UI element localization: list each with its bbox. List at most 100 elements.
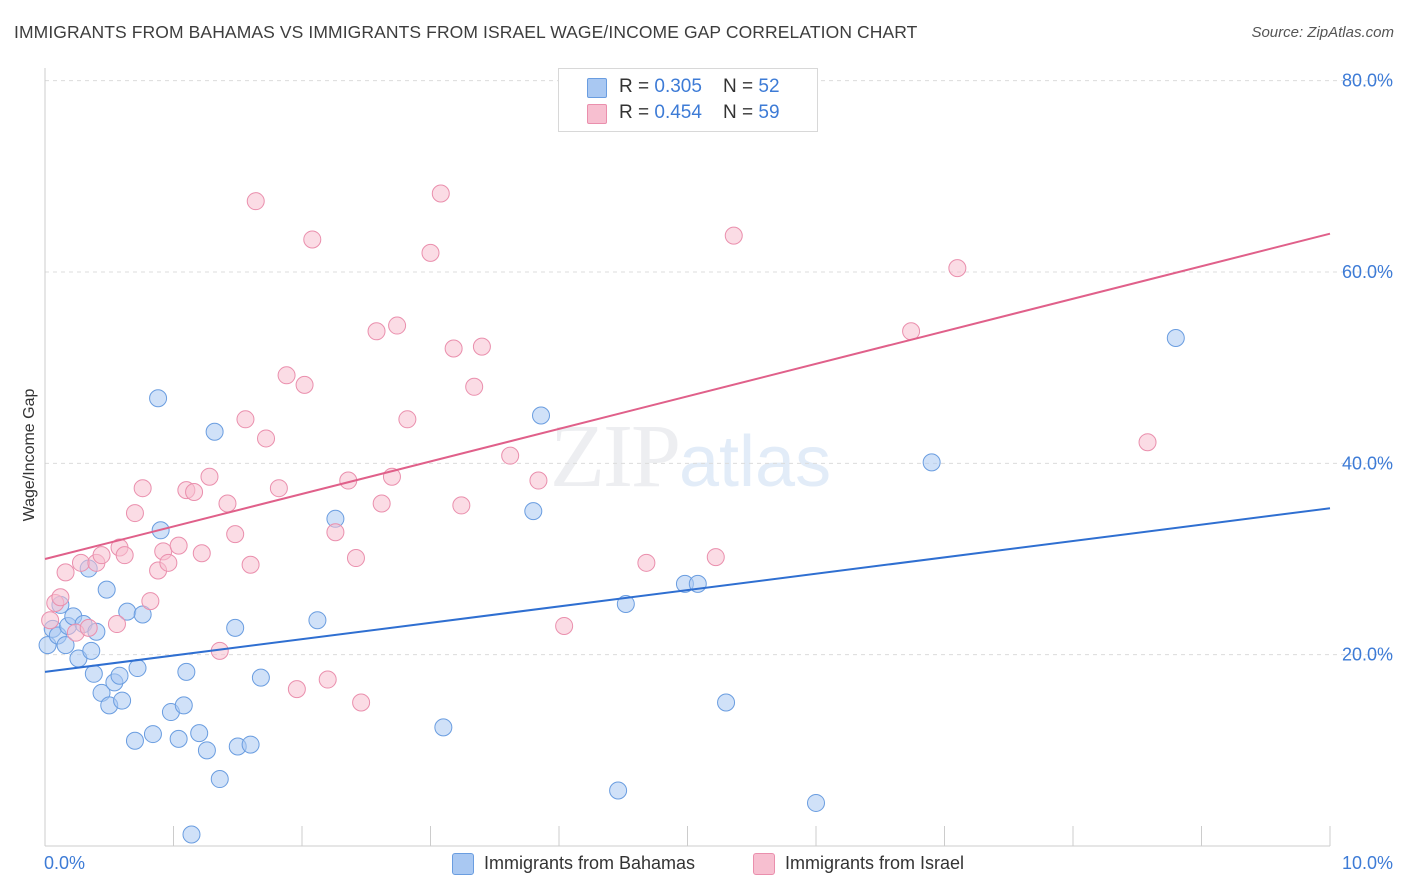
data-point-bahamas [110,666,129,685]
data-point-bahamas [197,741,216,760]
data-point-bahamas [113,691,132,710]
data-point-bahamas [133,605,152,624]
data-point-israel [388,316,407,335]
data-point-bahamas [177,662,196,681]
legend-r-label: R = [619,76,655,97]
data-point-israel [218,494,237,513]
data-point-israel [303,230,322,249]
tick-labels: 20.0% 40.0% 60.0% 80.0% 0.0% 10.0% [44,71,1393,873]
data-point-bahamas [143,725,162,744]
trend-lines [44,232,1331,673]
data-point-bahamas [56,636,75,655]
y-tick-label: 60.0% [1342,262,1393,282]
data-point-israel [472,337,491,356]
data-point-israel [192,544,211,563]
legend-n-label: N = [723,76,759,97]
data-point-israel [71,553,90,572]
watermark-zip: ZIP [550,407,681,506]
data-point-israel [185,483,204,502]
data-point-bahamas [922,453,941,472]
data-point-bahamas [205,422,224,441]
data-point-israel [555,616,574,635]
legend: R = 0.305 N = 52 R = 0.454 N = 59 [558,68,818,132]
data-point-bahamas [125,731,144,750]
legend-swatch-israel [587,104,607,124]
trend-line-israel [44,232,1331,560]
data-point-israel [398,410,417,429]
data-point-israel [295,375,314,394]
data-point-israel [241,555,260,574]
data-point-bahamas [82,641,101,660]
data-point-bahamas [174,696,193,715]
data-point-israel [444,339,463,358]
y-tick-label: 20.0% [1342,645,1393,665]
data-point-israel [169,536,188,555]
watermark: ZIPatlas [550,405,831,508]
data-point-israel [706,548,725,567]
data-point-israel [637,553,656,572]
data-point-bahamas [717,693,736,712]
data-point-israel [41,611,60,630]
data-point-israel [1138,433,1157,452]
data-point-israel [257,429,276,448]
data-point-israel [501,446,520,465]
axes [44,68,1331,847]
data-point-israel [372,494,391,513]
data-point-israel [51,588,70,607]
data-point-bahamas [84,664,103,683]
data-point-bahamas [97,580,116,599]
data-point-israel [277,366,296,385]
bottom-legend-label-israel: Immigrants from Israel [785,853,965,873]
data-point-israel [431,184,450,203]
y-tick-label: 80.0% [1342,71,1393,91]
chart-title: IMMIGRANTS FROM BAHAMAS VS IMMIGRANTS FR… [14,22,918,42]
data-point-israel [246,192,265,211]
data-point-israel [421,243,440,262]
data-point-israel [452,496,471,515]
data-point-bahamas [149,389,168,408]
data-point-israel [287,680,306,699]
y-tick-label: 40.0% [1342,453,1393,473]
data-point-israel [269,479,288,498]
data-point-israel [56,563,75,582]
data-point-bahamas [128,659,147,678]
data-point-israel [529,471,548,490]
data-point-israel [326,523,345,542]
data-point-bahamas [190,724,209,743]
data-point-israel [367,322,386,341]
data-point-bahamas [241,735,260,754]
data-point-bahamas [807,793,825,812]
data-point-bahamas [1166,328,1185,347]
data-point-israel [236,410,255,429]
series-israel [41,184,1157,712]
legend-r-label: R = [619,102,655,123]
data-point-israel [125,504,144,523]
series-bahamas [38,328,1185,844]
data-point-bahamas [169,729,188,748]
data-point-bahamas [226,618,245,637]
data-point-bahamas [308,611,327,630]
source-label: Source: ZipAtlas.com [1251,24,1394,41]
trend-line-bahamas [44,507,1331,673]
data-point-israel [200,467,219,486]
data-point-israel [92,546,111,565]
x-tick-label: 10.0% [1342,853,1393,873]
x-tick-label: 0.0% [44,853,85,873]
data-point-bahamas [251,668,270,687]
data-point-bahamas [434,718,453,737]
data-point-bahamas [532,406,551,425]
data-point-israel [159,553,178,572]
data-point-israel [133,479,152,498]
legend-r-value: 0.454 [654,102,702,123]
data-point-israel [318,670,337,689]
data-point-israel [465,377,484,396]
data-point-israel [226,525,245,544]
y-axis-label: Wage/Income Gap [21,389,38,522]
legend-n-value: 59 [758,102,780,123]
legend-n-value: 52 [758,76,780,97]
data-point-israel [107,615,126,634]
data-point-bahamas [182,825,201,844]
data-point-bahamas [210,770,229,789]
data-point-bahamas [609,781,628,800]
data-point-israel [352,693,371,712]
